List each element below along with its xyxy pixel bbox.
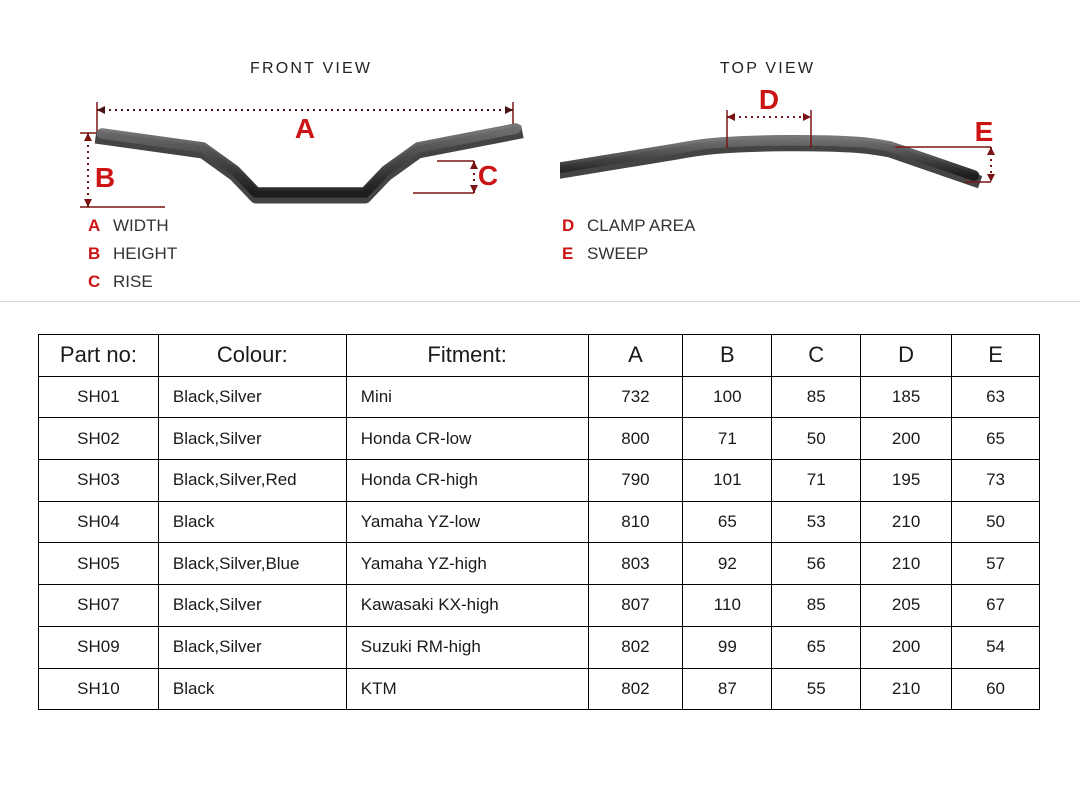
svg-text:C: C xyxy=(478,160,498,191)
svg-text:B: B xyxy=(95,162,115,193)
svg-text:A: A xyxy=(295,113,315,144)
svg-text:D: D xyxy=(759,84,779,115)
svg-text:E: E xyxy=(975,116,994,147)
